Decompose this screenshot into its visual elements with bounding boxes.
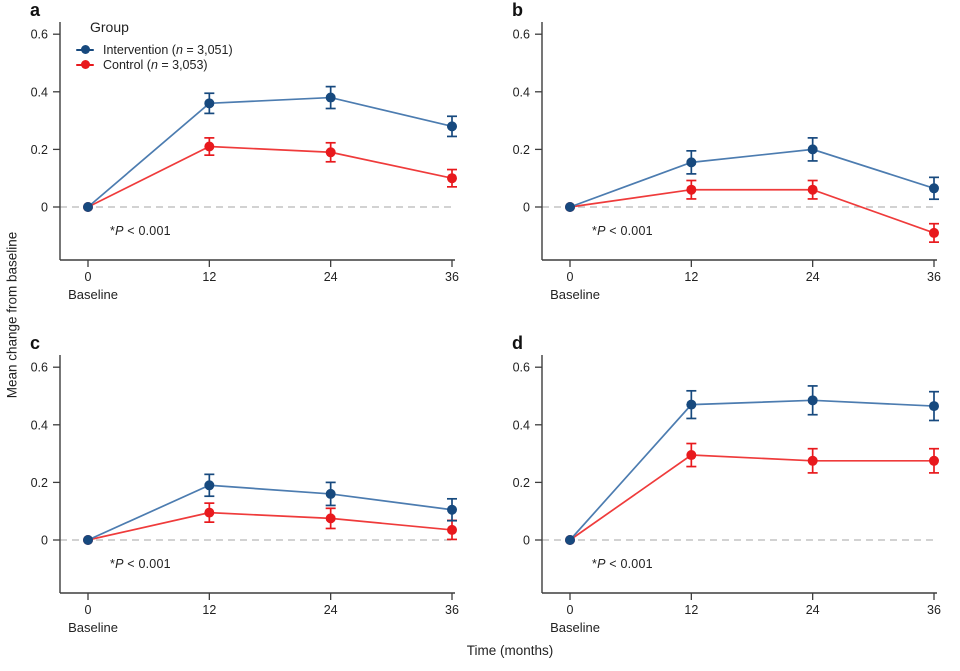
legend-text: = 3,051) xyxy=(182,42,233,57)
annotation-rest: < 0.001 xyxy=(123,224,171,238)
legend-title: Group xyxy=(90,19,129,35)
svg-text:0.4: 0.4 xyxy=(31,85,48,99)
svg-text:0.6: 0.6 xyxy=(31,361,48,375)
svg-text:12: 12 xyxy=(202,270,216,284)
panel-c-plot: 0 0.2 0.4 0.6 0 12 24 36 Baseline xyxy=(31,355,459,635)
annotation-p: P xyxy=(115,557,124,571)
svg-text:0: 0 xyxy=(523,534,530,548)
svg-text:Baseline: Baseline xyxy=(68,287,118,302)
svg-text:12: 12 xyxy=(684,270,698,284)
svg-text:0: 0 xyxy=(85,603,92,617)
svg-text:36: 36 xyxy=(927,603,941,617)
annotation-star: * xyxy=(110,224,116,238)
svg-text:0: 0 xyxy=(523,201,530,215)
svg-text:0.6: 0.6 xyxy=(513,361,530,375)
annotation-p: P xyxy=(597,224,606,238)
svg-text:0.2: 0.2 xyxy=(513,476,530,490)
panel-a-letter: a xyxy=(30,0,41,20)
svg-text:0: 0 xyxy=(41,534,48,548)
svg-text:0.2: 0.2 xyxy=(31,476,48,490)
annotation-star: * xyxy=(110,557,116,571)
panel-c-annotation: *P < 0.001 xyxy=(110,557,171,571)
annotation-star: * xyxy=(592,557,598,571)
svg-text:0.4: 0.4 xyxy=(513,85,530,99)
legend-text: Intervention ( xyxy=(103,42,176,57)
legend: Group Intervention (n = 3,051) Control (… xyxy=(76,19,233,72)
svg-text:36: 36 xyxy=(445,270,459,284)
x-axis-label: Time (months) xyxy=(466,643,554,658)
panel-d: d 0 0.2 0.4 0.6 0 12 24 36 Baseline *P < 0.001 xyxy=(482,333,960,666)
svg-text:Baseline: Baseline xyxy=(550,287,600,302)
legend-item-control: Control (n = 3,053) xyxy=(76,57,233,72)
legend-label-control: Control (n = 3,053) xyxy=(103,58,208,72)
annotation-p: P xyxy=(597,557,606,571)
panel-d-letter: d xyxy=(512,333,523,353)
legend-n-italic: n xyxy=(150,57,158,72)
panel-c: c 0 0.2 0.4 0.6 0 12 24 36 Baseline *P < 0.001 xyxy=(0,333,478,666)
legend-text: = 3,053) xyxy=(157,57,208,72)
legend-label-intervention: Intervention (n = 3,051) xyxy=(103,43,233,57)
annotation-rest: < 0.001 xyxy=(605,224,653,238)
panel-a-annotation: *P < 0.001 xyxy=(110,224,171,238)
panel-b-annotation: *P < 0.001 xyxy=(592,224,653,238)
svg-text:0: 0 xyxy=(567,603,574,617)
svg-text:36: 36 xyxy=(927,270,941,284)
svg-text:0.2: 0.2 xyxy=(31,143,48,157)
panel-a-plot: 0 0.2 0.4 0.6 0 12 24 36 Baseline xyxy=(31,22,459,302)
svg-text:24: 24 xyxy=(324,270,338,284)
svg-text:12: 12 xyxy=(684,603,698,617)
legend-text: Control ( xyxy=(103,57,151,72)
panel-d-annotation: *P < 0.001 xyxy=(592,557,653,571)
svg-text:24: 24 xyxy=(324,603,338,617)
svg-text:0.6: 0.6 xyxy=(513,28,530,42)
svg-text:Baseline: Baseline xyxy=(68,620,118,635)
svg-text:Baseline: Baseline xyxy=(550,620,600,635)
control-marker-icon xyxy=(76,60,94,70)
legend-n-italic: n xyxy=(175,42,183,57)
panel-c-letter: c xyxy=(30,333,41,353)
svg-text:24: 24 xyxy=(806,270,820,284)
svg-text:0: 0 xyxy=(567,270,574,284)
svg-text:36: 36 xyxy=(445,603,459,617)
svg-text:0.2: 0.2 xyxy=(513,143,530,157)
annotation-rest: < 0.001 xyxy=(123,557,171,571)
svg-text:0.6: 0.6 xyxy=(31,28,48,42)
annotation-star: * xyxy=(592,224,598,238)
panel-d-plot: 0 0.2 0.4 0.6 0 12 24 36 Baseline xyxy=(513,355,941,635)
annotation-p: P xyxy=(115,224,124,238)
svg-text:0: 0 xyxy=(85,270,92,284)
panel-b-letter: b xyxy=(512,0,523,20)
svg-text:0.4: 0.4 xyxy=(31,418,48,432)
svg-text:12: 12 xyxy=(202,603,216,617)
svg-text:0: 0 xyxy=(41,201,48,215)
panel-b-plot: 0 0.2 0.4 0.6 0 12 24 36 Baseline xyxy=(513,22,941,302)
intervention-marker-icon xyxy=(76,45,94,55)
panel-a: a 0 0.2 0.4 0.6 0 12 24 36 Baseline Group Interv… xyxy=(0,0,478,333)
svg-text:0.4: 0.4 xyxy=(513,418,530,432)
panel-b: b 0 0.2 0.4 0.6 0 12 24 36 Baseline *P < 0.001 xyxy=(482,0,960,333)
svg-text:24: 24 xyxy=(806,603,820,617)
legend-item-intervention: Intervention (n = 3,051) xyxy=(76,42,233,57)
annotation-rest: < 0.001 xyxy=(605,557,653,571)
